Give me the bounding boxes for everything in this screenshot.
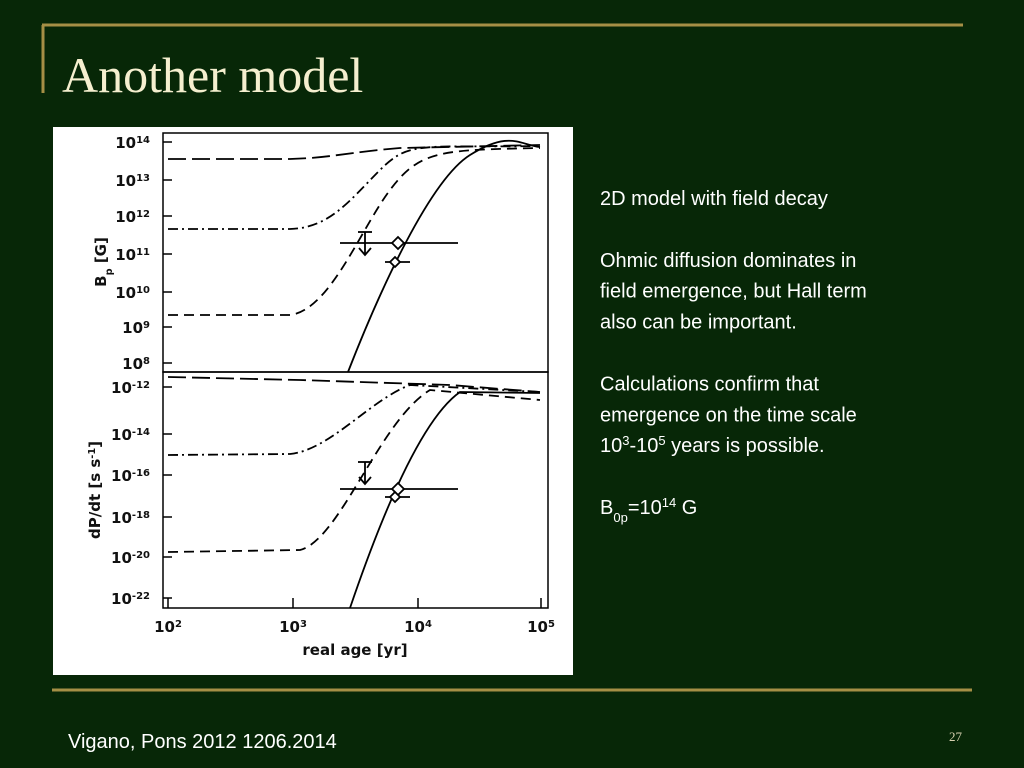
tick-exponent: -22 [132,591,150,602]
text-run: B [600,497,613,519]
tick-label: 103 [279,618,307,636]
tick-label: 108 [122,355,150,373]
tick-exponent: -14 [132,427,150,438]
tick-base: 10 [527,618,548,636]
body-line: Calculations confirm that [600,373,819,395]
tick-label: 104 [404,618,432,636]
text-run: B [92,275,110,286]
tick-label: 10-22 [111,590,150,608]
tick-exponent: 2 [175,619,182,630]
text-run: 2D model with field decay [600,188,828,210]
tick-base: 10 [115,134,136,152]
observations [340,231,458,504]
body-line: B0p=1014 G [600,495,697,525]
text-run: 10 [600,435,622,457]
tick-exponent: 9 [143,320,150,331]
tick-label: 105 [527,618,555,636]
tick-label: 10-16 [111,467,150,485]
tick-exponent: -18 [132,510,150,521]
tick-label: 1014 [115,134,150,152]
tick-exponent: 11 [136,247,150,258]
tick-label: 10-20 [111,549,150,567]
page-number: 27 [949,729,963,744]
curve-long-dash [167,376,541,393]
curve-dashed [168,147,541,316]
figure-background [53,127,573,675]
figure: 1014101310121011101010910810-1210-1410-1… [53,127,573,675]
slide-title: Another model [62,47,363,103]
tick-base: 10 [111,426,132,444]
text-run: years is possible. [666,435,825,457]
tick-base: 10 [115,246,136,264]
superscript: 14 [662,495,676,510]
text-run: emergence on the time scale [600,404,857,426]
text-run: dP/dt [s s [86,459,104,539]
tick-exponent: 3 [300,619,307,630]
tick-base: 10 [115,208,136,226]
tick-label: 1011 [115,246,150,264]
text-run: Calculations confirm that [600,373,819,395]
tick-label: 10-12 [111,379,150,397]
text-run: ] [86,441,104,448]
tick-label: 109 [122,319,150,337]
tick-exponent: -20 [132,550,150,561]
body-line: Ohmic diffusion dominates in [600,250,856,272]
tick-label: 10-18 [111,509,150,527]
y-axis-label: dP/dt [s s-1] [86,441,104,539]
text-run: =10 [628,497,662,519]
tick-base: 10 [115,284,136,302]
superscript: -1 [87,448,98,459]
tick-label: 10-14 [111,426,150,444]
tick-base: 10 [111,509,132,527]
tick-exponent: 10 [136,285,150,296]
tick-base: 10 [404,618,425,636]
tick-base: 10 [111,379,132,397]
tick-base: 10 [122,319,143,337]
body-line: 103-105 years is possible. [600,433,825,458]
tick-label: 1013 [115,172,150,190]
tick-label: 102 [154,618,182,636]
tick-exponent: 14 [136,135,150,146]
bottom-panel-frame [162,371,549,609]
text-run: Ohmic diffusion dominates in [600,250,856,272]
subscript: p [104,268,115,275]
tick-exponent: 13 [136,173,150,184]
subscript: 0p [613,510,627,525]
tick-exponent: 4 [425,619,432,630]
body-line: field emergence, but Hall term [600,281,867,303]
tick-exponent: 8 [143,356,150,367]
text-run: [G] [92,237,110,268]
text-run: -10 [629,435,658,457]
tick-base: 10 [279,618,300,636]
tick-label: 1012 [115,208,150,226]
curve-dashed [167,389,541,553]
footer-citation: Vigano, Pons 2012 1206.2014 [68,731,337,753]
tick-exponent: -12 [132,380,150,391]
curve-dash-dot [167,384,541,456]
tick-base: 10 [115,172,136,190]
text-run: also can be important. [600,312,797,334]
tick-base: 10 [154,618,175,636]
text-run: G [676,497,697,519]
curve-solid [349,391,541,609]
superscript: 3 [622,433,629,448]
superscript: 5 [658,433,665,448]
tick-label: 1010 [115,284,150,302]
tick-base: 10 [122,355,143,373]
tick-base: 10 [111,467,132,485]
curve-solid [347,139,541,373]
tick-exponent: 12 [136,209,150,220]
tick-base: 10 [111,549,132,567]
tick-exponent: 5 [548,619,555,630]
x-axis-label: real age [yr] [302,641,407,659]
curve-long-dash [168,144,541,160]
body-line: also can be important. [600,312,797,334]
body-line: emergence on the time scale [600,404,857,426]
y-axis-label: Bp [G] [92,237,115,287]
tick-exponent: -16 [132,468,150,479]
tick-base: 10 [111,590,132,608]
text-run: field emergence, but Hall term [600,281,867,303]
body-line: 2D model with field decay [600,188,828,210]
